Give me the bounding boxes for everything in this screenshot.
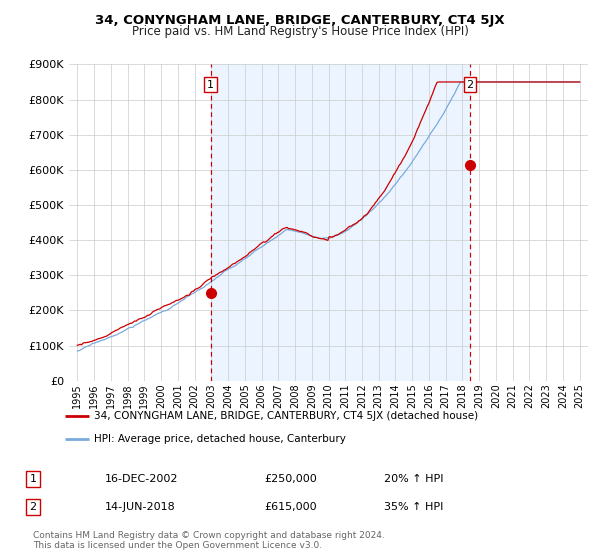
Text: 1: 1 bbox=[207, 80, 214, 90]
Text: 34, CONYNGHAM LANE, BRIDGE, CANTERBURY, CT4 5JX (detached house): 34, CONYNGHAM LANE, BRIDGE, CANTERBURY, … bbox=[94, 411, 478, 421]
Text: HPI: Average price, detached house, Canterbury: HPI: Average price, detached house, Cant… bbox=[94, 434, 346, 444]
Text: £615,000: £615,000 bbox=[264, 502, 317, 512]
Text: Contains HM Land Registry data © Crown copyright and database right 2024.
This d: Contains HM Land Registry data © Crown c… bbox=[33, 531, 385, 550]
Text: £250,000: £250,000 bbox=[264, 474, 317, 484]
Text: 2: 2 bbox=[29, 502, 37, 512]
Text: 34, CONYNGHAM LANE, BRIDGE, CANTERBURY, CT4 5JX: 34, CONYNGHAM LANE, BRIDGE, CANTERBURY, … bbox=[95, 14, 505, 27]
Text: Price paid vs. HM Land Registry's House Price Index (HPI): Price paid vs. HM Land Registry's House … bbox=[131, 25, 469, 38]
Text: 35% ↑ HPI: 35% ↑ HPI bbox=[384, 502, 443, 512]
Text: 14-JUN-2018: 14-JUN-2018 bbox=[105, 502, 176, 512]
Text: 1: 1 bbox=[29, 474, 37, 484]
Text: 16-DEC-2002: 16-DEC-2002 bbox=[105, 474, 179, 484]
Text: 2: 2 bbox=[466, 80, 473, 90]
Text: 20% ↑ HPI: 20% ↑ HPI bbox=[384, 474, 443, 484]
Bar bbox=[211, 64, 470, 381]
